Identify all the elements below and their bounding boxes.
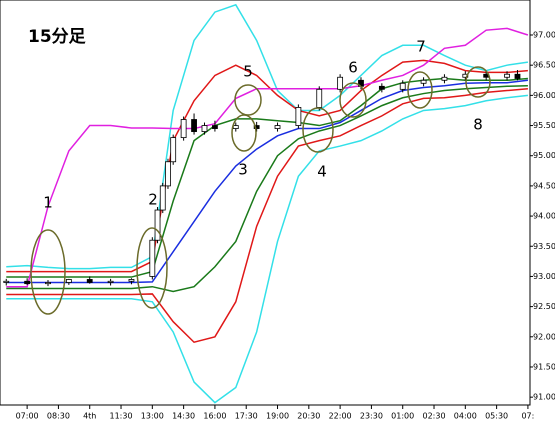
- y-tick-label: 91.00: [533, 393, 555, 402]
- candle-body: [154, 209, 161, 241]
- candle-body: [337, 76, 344, 90]
- x-tick-label: 07:00: [16, 412, 39, 421]
- candle-body: [65, 279, 72, 283]
- y-tick-label: 92.50: [533, 302, 555, 311]
- candle-body: [201, 125, 208, 132]
- candle-body: [212, 125, 218, 129]
- annotation-ellipse: [465, 66, 491, 98]
- candle-body: [86, 279, 93, 283]
- annotation-label: 8: [473, 116, 483, 134]
- annotation-label: 7: [416, 38, 426, 56]
- annotation-label: 1: [43, 194, 53, 212]
- annotation-ellipse: [339, 82, 367, 118]
- x-tick-label: 11:30: [109, 412, 132, 421]
- candle-body: [274, 125, 281, 129]
- x-tick-label: 13:00: [141, 412, 164, 421]
- candle-body: [232, 125, 239, 129]
- indicator-line: [6, 3, 529, 270]
- y-tick-label: 96.00: [533, 91, 555, 100]
- y-tick-label: 94.00: [533, 212, 555, 221]
- candle-body: [420, 79, 427, 84]
- x-tick-label: 04:00: [454, 412, 477, 421]
- x-tick-label: 01:00: [391, 412, 414, 421]
- y-tick-label: 93.00: [533, 272, 555, 281]
- candle-body: [504, 73, 510, 78]
- candle-body: [514, 73, 521, 79]
- x-tick-label: 08:30: [47, 412, 70, 421]
- x-tick-label: 05:30: [485, 412, 508, 421]
- candle-body: [316, 88, 323, 108]
- y-tick-label: 91.50: [533, 362, 555, 371]
- candle-body: [24, 280, 31, 285]
- candle-body: [149, 239, 156, 277]
- y-tick-label: 94.50: [533, 181, 555, 190]
- annotation-label: 4: [317, 163, 327, 181]
- chart-title: 15分足: [28, 27, 86, 47]
- candle-body: [107, 280, 114, 283]
- indicator-line: [6, 59, 528, 273]
- annotation-label: 2: [148, 191, 158, 209]
- y-tick-label: 96.50: [533, 61, 555, 70]
- indicator-line: [6, 77, 528, 278]
- x-tick-label: 16:00: [203, 412, 226, 421]
- annotation-label: 6: [348, 59, 358, 77]
- annotation-ellipse: [136, 227, 168, 309]
- candle-body: [295, 107, 302, 126]
- candle-body: [441, 76, 448, 81]
- plot-area: [0, 0, 531, 406]
- x-tick-label: 17:30: [235, 412, 258, 421]
- indicator-line: [6, 94, 528, 404]
- x-tick-label: 19:00: [266, 412, 289, 421]
- candle-body: [45, 282, 51, 285]
- candle-body: [165, 161, 171, 187]
- annotation-label: 5: [243, 63, 253, 81]
- y-tick-label: 95.00: [533, 151, 555, 160]
- candle-body: [180, 119, 187, 139]
- candle-body: [191, 119, 197, 132]
- annotation-ellipse: [234, 84, 262, 116]
- indicator-line: [6, 27, 529, 288]
- y-tick-label: 93.50: [533, 242, 555, 251]
- candle-body: [128, 279, 135, 282]
- y-tick-label: 95.50: [533, 121, 555, 130]
- x-tick-label: 4th: [83, 412, 96, 421]
- candle-body: [378, 85, 385, 90]
- indicator-line: [6, 84, 528, 293]
- annotation-ellipse: [407, 71, 433, 109]
- x-tick-label: 20:30: [297, 412, 320, 421]
- y-tick-label: 92.00: [533, 332, 555, 341]
- annotation-ellipse: [302, 107, 334, 153]
- annotation-label: 3: [238, 161, 248, 179]
- x-tick-label: 23:30: [360, 412, 383, 421]
- x-tick-label: 14:30: [172, 412, 195, 421]
- candle-body: [253, 125, 260, 129]
- y-tick-label: 97.00: [533, 31, 555, 40]
- candle-body: [399, 82, 406, 90]
- x-tick-label: 07:: [521, 412, 534, 421]
- indicator-line: [6, 87, 528, 344]
- candle-body: [3, 280, 10, 283]
- annotation-ellipse: [30, 229, 66, 315]
- candle-body: [170, 137, 177, 163]
- x-tick-label: 22:00: [329, 412, 352, 421]
- x-tick-label: 02:30: [422, 412, 445, 421]
- indicator-line: [6, 79, 528, 284]
- candle-body: [159, 185, 166, 211]
